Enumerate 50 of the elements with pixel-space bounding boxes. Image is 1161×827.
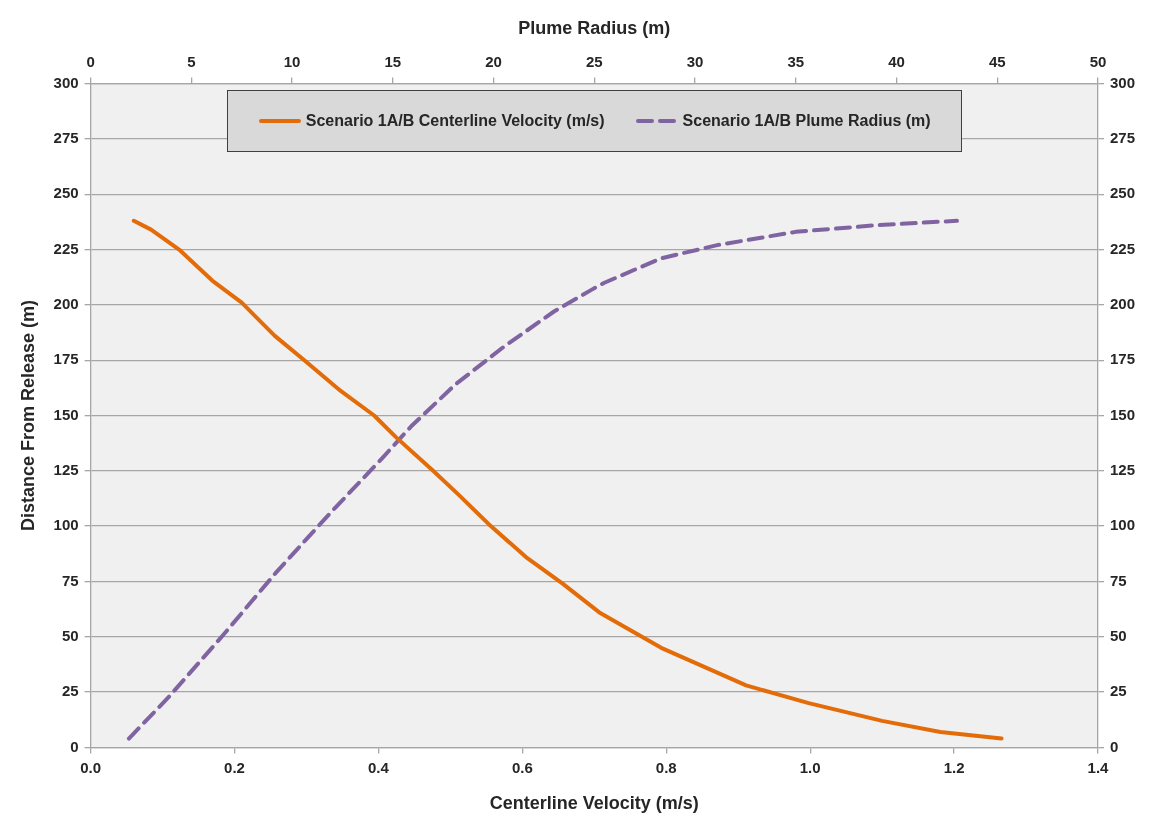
- y2-tick-label: 100: [1109, 516, 1135, 534]
- y-axis-title: Distance From Release (m): [17, 299, 38, 532]
- y2-tick-label: 275: [1109, 129, 1135, 147]
- y2-tick-label: 150: [1109, 405, 1135, 423]
- x2-tick-label: 45: [988, 52, 1006, 70]
- y2-tick-label: 250: [1109, 184, 1135, 202]
- x2-tick-label: 40: [888, 52, 905, 70]
- x-tick-label: 1.2: [943, 758, 965, 776]
- legend-label: Scenario 1A/B Plume Radius (m): [682, 111, 931, 130]
- x2-tick-label: 0: [86, 52, 95, 70]
- y-tick-label: 275: [53, 129, 79, 147]
- y2-tick-label: 225: [1109, 239, 1135, 257]
- x-tick-label: 0.2: [224, 758, 245, 776]
- x-tick-label: 0.4: [368, 758, 390, 776]
- y2-tick-label: 0: [1109, 737, 1119, 755]
- y-tick-label: 175: [53, 350, 79, 368]
- x-tick-label: 0.8: [655, 758, 677, 776]
- y2-tick-label: 50: [1109, 626, 1127, 644]
- y-tick-label: 150: [53, 405, 79, 423]
- x2-axis-title: Plume Radius (m): [518, 17, 671, 38]
- y-tick-label: 225: [53, 239, 79, 257]
- x2-tick-label: 5: [187, 52, 196, 70]
- x-axis-title: Centerline Velocity (m/s): [489, 793, 699, 814]
- x-tick-label: 0.6: [511, 758, 533, 776]
- x2-tick-label: 10: [283, 52, 301, 70]
- y2-tick-label: 300: [1109, 73, 1135, 91]
- y-tick-label: 300: [53, 73, 79, 91]
- y-tick-label: 125: [53, 460, 79, 478]
- y2-tick-label: 25: [1109, 682, 1127, 700]
- y-tick-label: 200: [53, 295, 79, 313]
- y2-tick-label: 200: [1109, 295, 1135, 313]
- x2-tick-label: 20: [485, 52, 502, 70]
- y-tick-label: 100: [53, 516, 79, 534]
- x-tick-label: 1.0: [799, 758, 821, 776]
- x2-tick-label: 30: [686, 52, 704, 70]
- y-tick-label: 25: [61, 682, 79, 700]
- x-tick-label: 1.4: [1087, 758, 1110, 776]
- x2-tick-label: 35: [787, 52, 805, 70]
- x2-tick-label: 25: [585, 52, 603, 70]
- y-tick-label: 250: [53, 184, 79, 202]
- legend-label: Scenario 1A/B Centerline Velocity (m/s): [305, 111, 605, 130]
- y-tick-label: 50: [61, 626, 79, 644]
- x-tick-label: 0.0: [80, 758, 102, 776]
- y-tick-label: 0: [70, 737, 79, 755]
- y2-tick-label: 75: [1109, 571, 1127, 589]
- y2-tick-label: 125: [1109, 460, 1135, 478]
- y2-tick-label: 175: [1109, 350, 1135, 368]
- y-tick-label: 75: [61, 571, 79, 589]
- x2-tick-label: 15: [384, 52, 402, 70]
- x2-tick-label: 50: [1089, 52, 1107, 70]
